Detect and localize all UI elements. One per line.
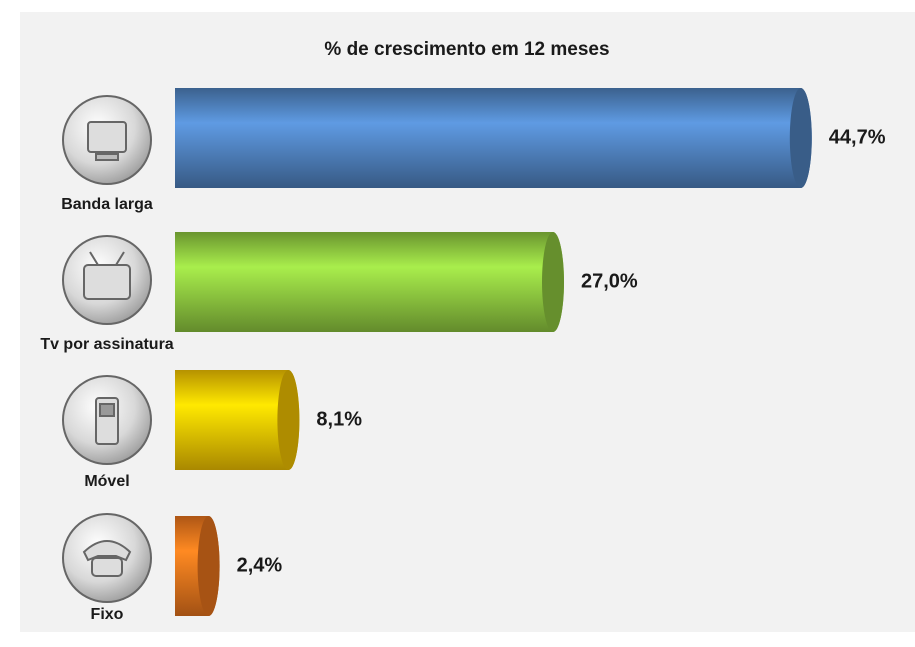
bar	[175, 370, 300, 470]
value-label: 8,1%	[316, 408, 362, 430]
icon-telephone-base	[91, 557, 123, 577]
bar	[175, 232, 564, 332]
icon-computer-base	[95, 153, 119, 161]
icon-computer	[87, 121, 127, 153]
value-label: 44,7%	[829, 126, 886, 148]
value-label: 27,0%	[581, 270, 638, 292]
bar	[175, 88, 812, 188]
bar-end-cap	[789, 88, 812, 188]
category-label: Banda larga	[61, 196, 153, 213]
value-label: 2,4%	[237, 554, 283, 576]
category-label: Fixo	[91, 606, 124, 623]
bar-end-cap	[277, 370, 300, 470]
icon-tv	[83, 264, 131, 300]
icon-phone-screen	[99, 403, 115, 417]
chart-title: % de crescimento em 12 meses	[324, 39, 609, 60]
category-label: Móvel	[84, 473, 129, 490]
bar-end-cap	[197, 516, 220, 616]
icon-tv-antenna	[89, 251, 125, 266]
icon-telephone	[82, 540, 132, 562]
category-label: Tv por assinatura	[40, 336, 173, 353]
bar-end-cap	[542, 232, 564, 332]
icons	[62, 95, 152, 603]
